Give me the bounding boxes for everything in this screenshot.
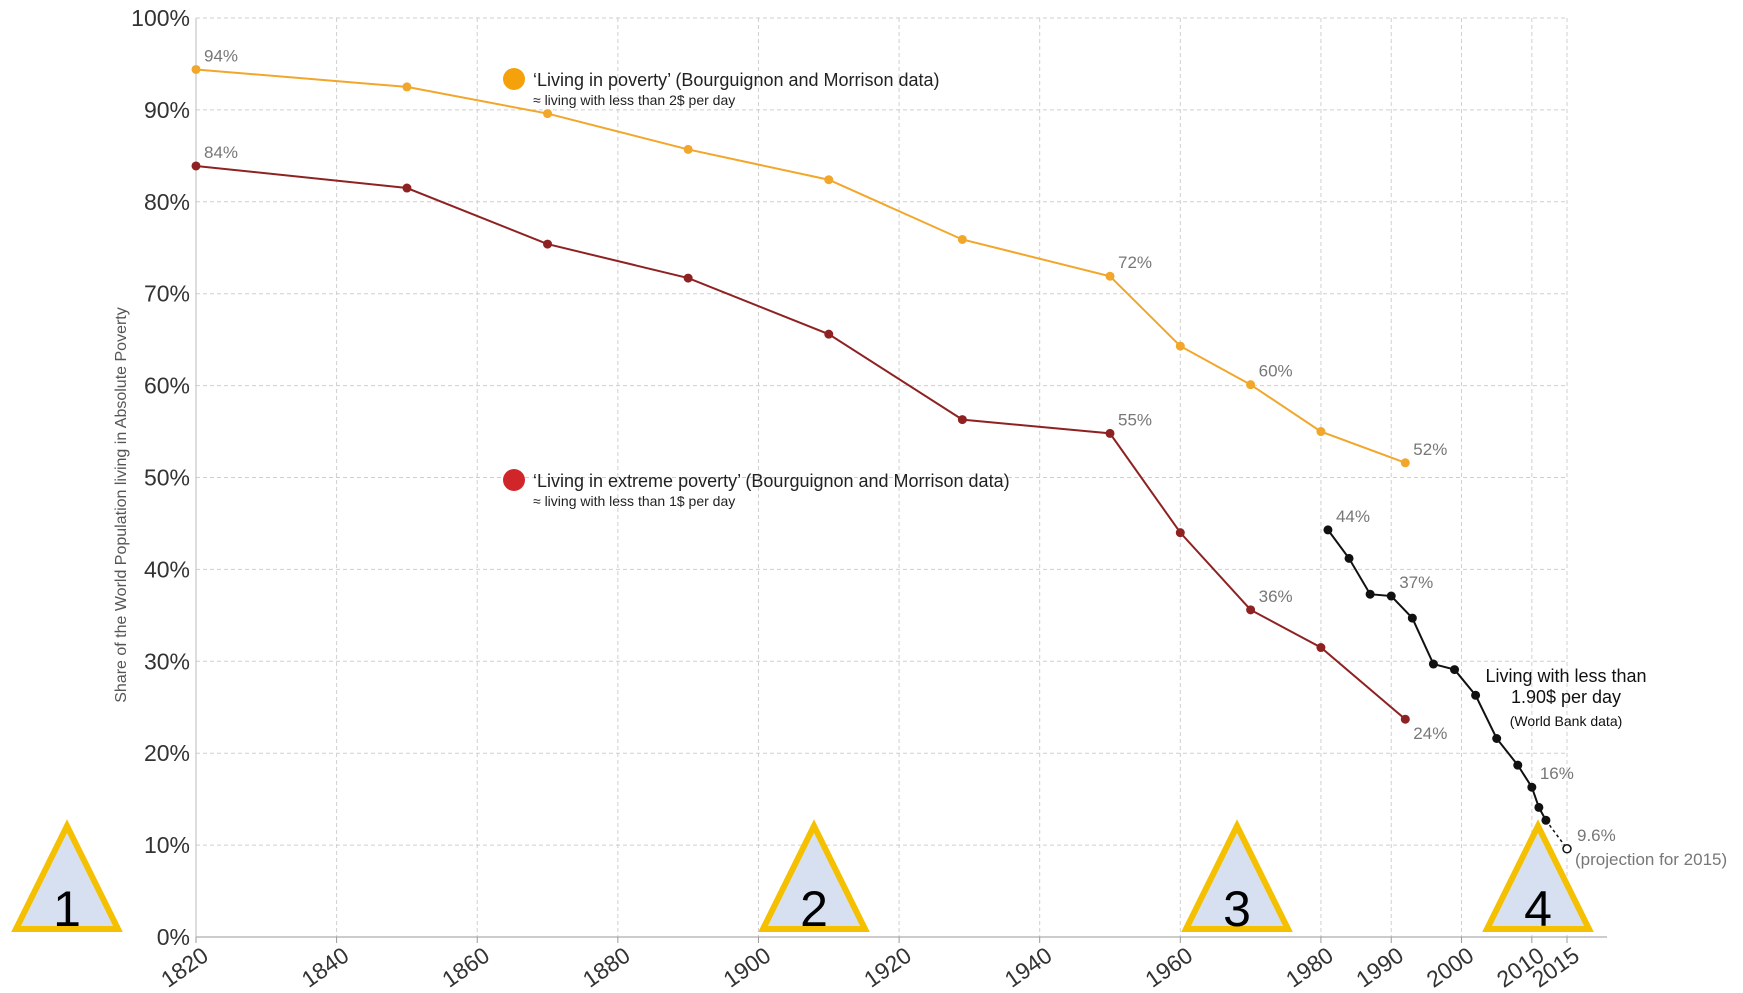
data-label: 72%: [1118, 253, 1152, 272]
data-point: [1428, 659, 1438, 669]
x-tick-label: 1860: [437, 942, 494, 993]
y-tick-label: 50%: [144, 465, 190, 491]
data-label: 36%: [1259, 587, 1293, 606]
data-point: [1400, 714, 1410, 724]
x-tick-label: 1920: [859, 942, 916, 993]
marker-number: 1: [53, 881, 81, 937]
data-point: [402, 82, 412, 92]
data-label: 52%: [1413, 440, 1447, 459]
data-point: [957, 234, 967, 244]
data-point: [402, 183, 412, 193]
data-point: [191, 64, 201, 74]
data-point: [1365, 589, 1375, 599]
data-label: 24%: [1413, 724, 1447, 743]
legend-label: ‘Living in poverty’ (Bourguignon and Mor…: [533, 70, 940, 90]
y-tick-label: 100%: [131, 5, 190, 31]
data-point: [1527, 782, 1537, 792]
legend-dot: [503, 68, 525, 90]
data-point: [1492, 733, 1502, 743]
data-point: [824, 175, 834, 185]
marker-triangle: [11, 819, 123, 932]
y-tick-label: 80%: [144, 189, 190, 215]
series-line: [195, 164, 1406, 720]
y-tick-label: 10%: [144, 832, 190, 858]
marker-triangle: [758, 819, 870, 932]
marker-triangle: [1181, 819, 1293, 932]
x-tick-label: 1990: [1351, 942, 1408, 993]
data-point: [1344, 553, 1354, 563]
data-point: [683, 273, 693, 283]
data-label: 37%: [1399, 573, 1433, 592]
y-tick-label: 40%: [144, 556, 190, 582]
y-tick-label: 90%: [144, 97, 190, 123]
y-tick-label: 0%: [157, 924, 190, 950]
data-point: [1323, 525, 1333, 535]
x-tick-label: 1940: [1000, 942, 1057, 993]
marker-number: 4: [1524, 881, 1552, 937]
y-axis-label: Share of the World Population living in …: [113, 307, 130, 703]
marker-number: 3: [1223, 881, 1251, 937]
x-tick-label: 1880: [578, 942, 635, 993]
wb-legend: Living with less than 1.90$ per day: [1485, 666, 1647, 707]
data-point: [1175, 341, 1185, 351]
data-point: [683, 144, 693, 154]
marker-triangle: [1482, 819, 1594, 932]
series-line: [195, 68, 1406, 464]
data-point: [1246, 380, 1256, 390]
x-tick-label: 1900: [718, 942, 775, 993]
data-point: [543, 239, 553, 249]
data-label: 55%: [1118, 410, 1152, 429]
marker-number: 2: [800, 881, 828, 937]
legend-label: ‘Living in extreme poverty’ (Bourguignon…: [533, 471, 1010, 491]
data-point: [1105, 428, 1115, 438]
y-tick-label: 30%: [144, 648, 190, 674]
data-point: [957, 415, 967, 425]
projection-label: (projection for 2015): [1575, 850, 1727, 869]
x-tick-label: 1960: [1140, 942, 1197, 993]
x-tick-label: 2000: [1422, 942, 1479, 993]
data-point: [1316, 427, 1326, 437]
y-tick-label: 20%: [144, 740, 190, 766]
data-point: [1513, 760, 1523, 770]
data-point: [1175, 528, 1185, 538]
data-label: 60%: [1259, 362, 1293, 381]
data-point: [1105, 271, 1115, 281]
data-point: [1407, 613, 1417, 623]
data-label: 84%: [204, 143, 238, 162]
legend-note: ≈ living with less than 2$ per day: [533, 92, 735, 108]
x-tick-label: 1980: [1281, 942, 1338, 993]
data-point: [1386, 591, 1396, 601]
data-point: [1400, 458, 1410, 468]
legend-note: ≈ living with less than 1$ per day: [533, 493, 735, 509]
data-point: [1246, 605, 1256, 615]
data-point: [543, 109, 553, 119]
data-label: 16%: [1540, 764, 1574, 783]
data-point: [1471, 690, 1481, 700]
y-tick-label: 70%: [144, 281, 190, 307]
data-label: 44%: [1336, 507, 1370, 526]
data-point: [1562, 844, 1572, 854]
wb-legend-note: (World Bank data): [1509, 713, 1623, 729]
data-label: 94%: [204, 46, 238, 65]
data-point: [824, 329, 834, 339]
y-tick-label: 60%: [144, 373, 190, 399]
data-point: [1316, 643, 1326, 653]
x-tick-label: 1840: [297, 942, 354, 993]
data-label: 9.6%: [1577, 826, 1616, 845]
data-point: [1534, 802, 1544, 812]
data-point: [1541, 815, 1551, 825]
data-point: [1450, 665, 1460, 675]
data-point: [191, 161, 201, 171]
legend-dot: [503, 469, 525, 491]
